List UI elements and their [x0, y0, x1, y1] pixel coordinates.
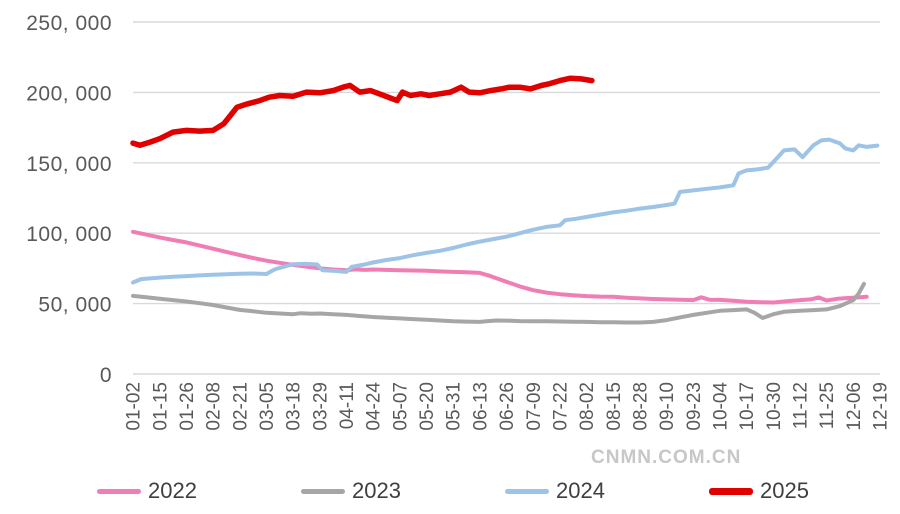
x-tick-label: 06-13 — [470, 382, 491, 431]
legend-label-2024: 2024 — [556, 478, 605, 503]
x-tick-label: 07-09 — [524, 382, 545, 431]
chart-legend: 2022 2023 2024 2025 — [97, 476, 809, 506]
legend-swatch-2025 — [709, 487, 754, 495]
x-tick-label: 08-02 — [577, 382, 598, 431]
x-tick-label: 10-30 — [764, 382, 785, 431]
legend-item-2022: 2022 — [97, 480, 197, 502]
x-tick-label: 12-19 — [871, 382, 892, 431]
x-tick-label: 10-04 — [711, 382, 732, 431]
legend-swatch-2023 — [301, 488, 346, 494]
x-tick-label: 01-02 — [124, 382, 145, 431]
x-tick-label: 02-08 — [204, 382, 225, 431]
legend-label-2023: 2023 — [352, 478, 401, 503]
x-tick-label: 05-31 — [444, 382, 465, 431]
x-tick-label: 12-06 — [844, 382, 865, 431]
chart-canvas: 0 50, 000 100, 000 150, 000 200, 000 250, 000… — [26, 12, 892, 431]
y-tick-label: 250, 000 — [26, 12, 112, 35]
x-tick-label: 07-22 — [551, 382, 572, 431]
series-line-2025 — [130, 75, 595, 149]
legend-item-2023: 2023 — [301, 480, 401, 502]
x-tick-label: 06-26 — [497, 382, 518, 431]
x-tick-label: 08-28 — [631, 382, 652, 431]
legend-swatch-2022 — [97, 488, 141, 494]
x-tick-label: 04-24 — [364, 382, 385, 431]
x-tick-label: 11-12 — [791, 382, 812, 429]
legend-item-2025: 2025 — [709, 480, 809, 502]
legend-item-2024: 2024 — [505, 480, 605, 502]
series-line-2022 — [131, 229, 869, 305]
x-tick-label: 09-23 — [684, 382, 705, 431]
x-tick-label: 03-05 — [257, 382, 278, 431]
x-tick-label: 09-10 — [657, 382, 678, 431]
x-tick-label: 04-11 — [337, 382, 358, 429]
y-tick-label: 150, 000 — [26, 153, 112, 176]
legend-label-2025: 2025 — [760, 478, 809, 503]
y-tick-label: 200, 000 — [26, 82, 112, 105]
x-tick-label: 01-26 — [177, 382, 198, 431]
series-line-2023 — [131, 281, 866, 325]
y-tick-label: 100, 000 — [26, 223, 112, 246]
y-tick-label: 0 — [100, 364, 112, 387]
x-tick-label: 05-07 — [390, 382, 411, 431]
series-line-2024 — [131, 137, 880, 285]
legend-swatch-2024 — [505, 488, 550, 494]
x-tick-label: 03-29 — [310, 382, 331, 431]
x-tick-label: 03-18 — [284, 382, 305, 431]
x-tick-label: 11-25 — [817, 382, 838, 429]
y-tick-label: 50, 000 — [38, 294, 112, 317]
x-tick-label: 08-15 — [604, 382, 625, 431]
legend-label-2022: 2022 — [148, 478, 197, 503]
x-tick-label: 05-20 — [417, 382, 438, 431]
x-tick-label: 02-21 — [230, 382, 251, 431]
watermark: CNMN.COM.CN — [591, 447, 742, 468]
x-tick-label: 01-15 — [150, 382, 171, 431]
x-tick-label: 10-17 — [737, 382, 758, 431]
